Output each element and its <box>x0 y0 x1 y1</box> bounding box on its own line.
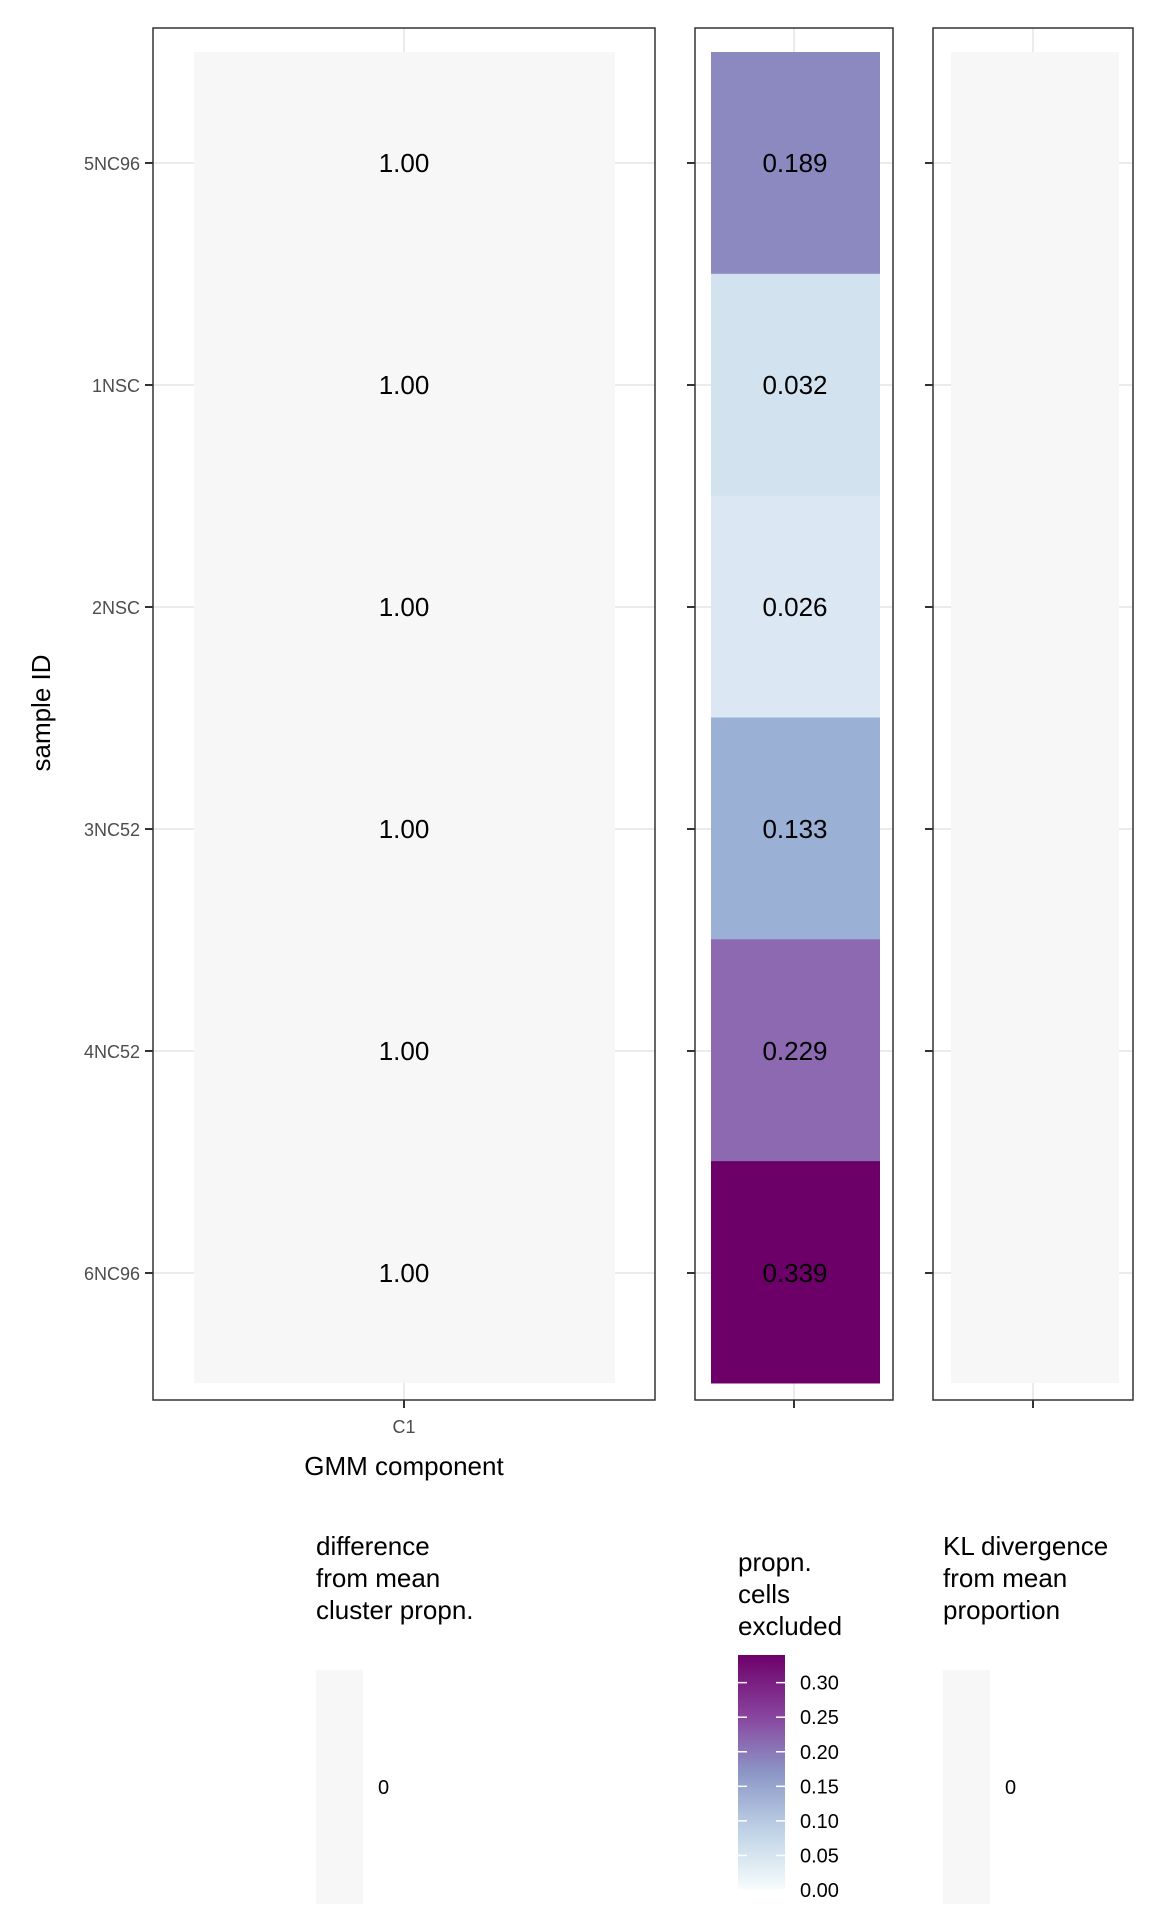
excluded-tile-2NSC <box>711 495 880 718</box>
y-tick-label: 4NC52 <box>84 1042 140 1062</box>
legend-difference-title: from mean <box>316 1563 440 1593</box>
legend-excluded-tick-label: 0.25 <box>800 1707 839 1729</box>
y-tick-label: 5NC96 <box>84 154 140 174</box>
cluster-propn-cell-label: 1.00 <box>379 1036 430 1066</box>
excluded-cell-label: 0.032 <box>762 370 827 400</box>
legend-excluded-title: propn. <box>738 1547 812 1577</box>
excluded-tile-1NSC <box>711 273 880 497</box>
y-tick-label: 2NSC <box>92 598 140 618</box>
excluded-cell-label: 0.229 <box>762 1036 827 1066</box>
y-tick-label: 1NSC <box>92 376 140 396</box>
y-axis-title: sample ID <box>26 654 56 771</box>
legend-excluded-tick-label: 0.10 <box>800 1811 839 1833</box>
legend-excluded-tick-label: 0.00 <box>800 1880 839 1902</box>
legend-difference-title: cluster propn. <box>316 1595 474 1625</box>
cluster-propn-cell-label: 1.00 <box>379 814 430 844</box>
legend-kl-colorbar <box>943 1670 990 1904</box>
excluded-tile-4NC52 <box>711 939 880 1162</box>
x-axis-title: GMM component <box>304 1451 504 1481</box>
legend-excluded-tick-label: 0.30 <box>800 1673 839 1695</box>
legend-difference-colorbar <box>316 1670 363 1904</box>
legend-kl-tick-label: 0 <box>1005 1777 1016 1799</box>
legend-excluded-title: cells <box>738 1579 790 1609</box>
cluster-propn-cell-label: 1.00 <box>379 148 430 178</box>
legend-excluded-title: excluded <box>738 1611 842 1641</box>
legend-difference-title: difference <box>316 1531 430 1561</box>
cluster-propn-tile <box>194 52 615 1383</box>
y-tick-label: 3NC52 <box>84 820 140 840</box>
legend-excluded-tick-label: 0.20 <box>800 1742 839 1764</box>
excluded-cell-label: 0.189 <box>762 148 827 178</box>
excluded-tile-5NC96 <box>711 52 880 275</box>
excluded-cell-label: 0.026 <box>762 592 827 622</box>
legend-difference-tick-label: 0 <box>378 1777 389 1799</box>
y-tick-label: 6NC96 <box>84 1264 140 1284</box>
kl-divergence-tile <box>951 52 1119 1383</box>
excluded-tile-6NC96 <box>711 1161 880 1384</box>
legend-kl-title: KL divergence <box>943 1531 1108 1561</box>
x-tick-label: C1 <box>392 1417 415 1437</box>
legend-excluded-tick-label: 0.15 <box>800 1776 839 1798</box>
cluster-propn-cell-label: 1.00 <box>379 370 430 400</box>
excluded-tile-3NC52 <box>711 717 880 940</box>
legend-kl-title: proportion <box>943 1595 1060 1625</box>
legend-kl-title: from mean <box>943 1563 1067 1593</box>
legend-excluded-colorbar <box>738 1655 785 1890</box>
legend-excluded-tick-label: 0.05 <box>800 1845 839 1867</box>
cluster-propn-cell-label: 1.00 <box>379 1258 430 1288</box>
excluded-cell-label: 0.339 <box>762 1258 827 1288</box>
cluster-propn-cell-label: 1.00 <box>379 592 430 622</box>
excluded-cell-label: 0.133 <box>762 814 827 844</box>
